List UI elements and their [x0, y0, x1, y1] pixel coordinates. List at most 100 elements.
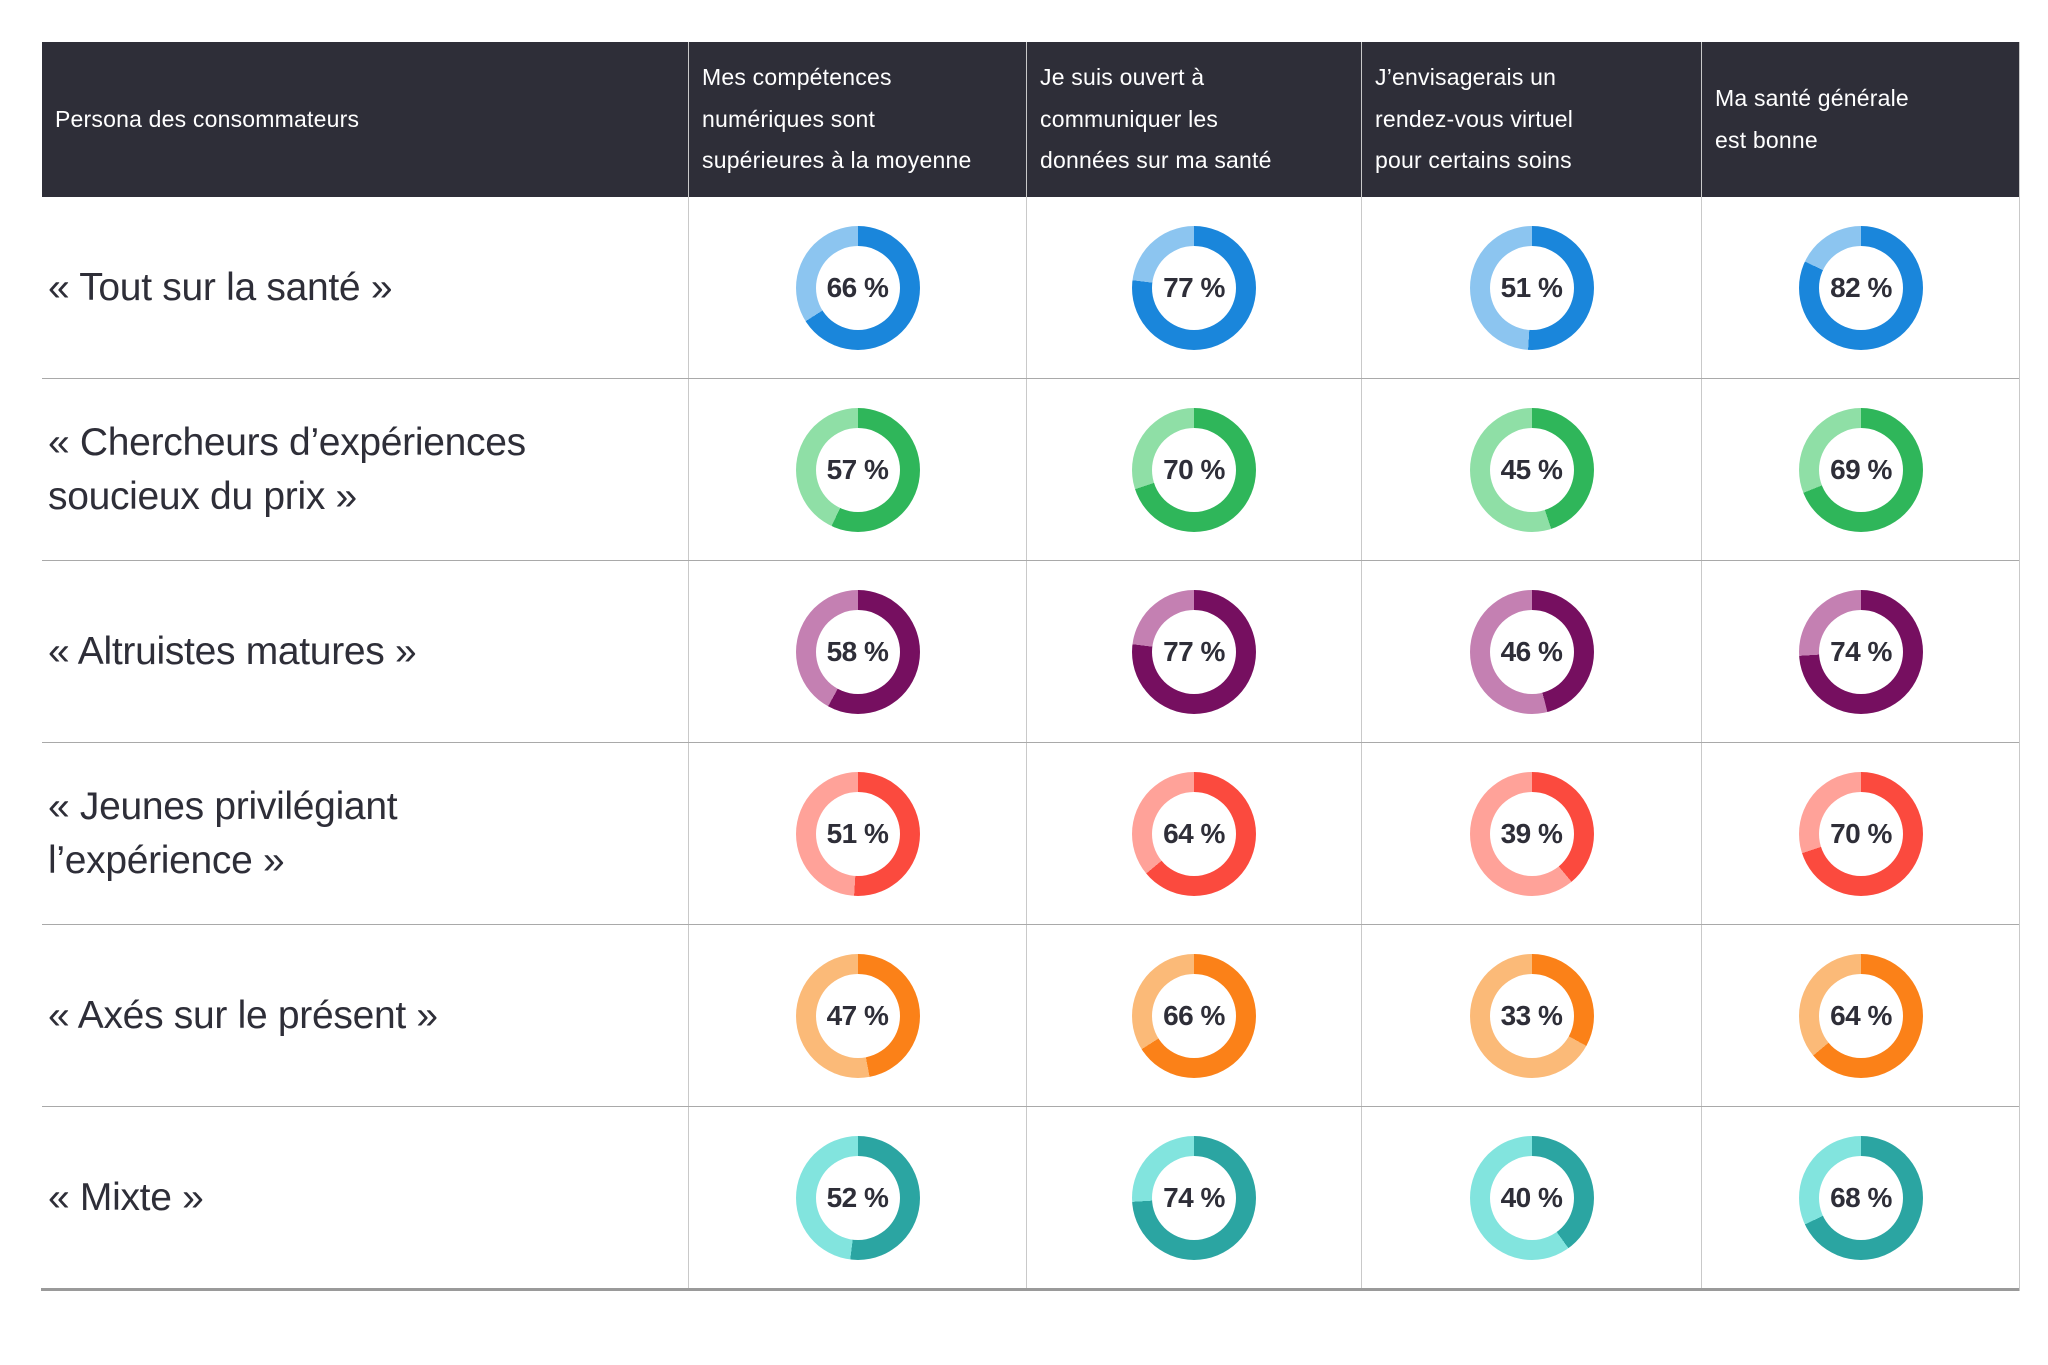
donut-cell: 58 %	[689, 561, 1027, 742]
donut-chart: 77 %	[1132, 225, 1256, 350]
row-label-cell: « Jeunes privilégiant l’expérience »	[42, 743, 689, 924]
donut-value: 77 %	[1163, 271, 1225, 303]
donut-chart: 58 %	[795, 589, 920, 714]
donut-cell: 66 %	[689, 197, 1027, 378]
donut-cell: 74 %	[1702, 561, 2020, 742]
column-header-persona: Persona des consommateurs	[42, 42, 689, 197]
donut-hole: 40 %	[1489, 1155, 1574, 1240]
donut-hole: 68 %	[1819, 1155, 1903, 1240]
donut-chart: 82 %	[1799, 225, 1923, 350]
donut-hole: 47 %	[815, 973, 900, 1058]
donut-hole: 70 %	[1819, 791, 1903, 876]
donut-hole: 57 %	[815, 427, 900, 512]
table-body: « Tout sur la santé » 66 % 77 % 51 % 82 …	[42, 197, 2019, 1288]
donut-chart: 52 %	[795, 1135, 920, 1260]
column-header-metric: J’envisagerais un rendez-vous virtuel po…	[1362, 42, 1702, 197]
donut-value: 51 %	[826, 817, 889, 849]
donut-hole: 46 %	[1489, 609, 1574, 694]
donut-value: 64 %	[1830, 999, 1892, 1031]
donut-hole: 70 %	[1152, 427, 1236, 512]
donut-chart: 66 %	[1132, 953, 1256, 1078]
donut-chart: 51 %	[1469, 225, 1594, 350]
donut-hole: 66 %	[1152, 973, 1236, 1058]
donut-hole: 66 %	[815, 245, 900, 330]
donut-hole: 74 %	[1819, 609, 1903, 694]
table-header-row: Persona des consommateurs Mes compétence…	[42, 42, 2019, 197]
column-header-metric: Ma santé générale est bonne	[1715, 84, 1909, 153]
donut-cell: 40 %	[1362, 1107, 1702, 1288]
row-label-cell: « Axés sur le présent »	[42, 925, 689, 1106]
donut-value: 69 %	[1830, 453, 1892, 485]
donut-value: 70 %	[1163, 453, 1225, 485]
row-label: « Jeunes privilégiant l’expérience »	[48, 784, 398, 882]
donut-chart: 46 %	[1469, 589, 1594, 714]
donut-value: 74 %	[1830, 635, 1892, 667]
donut-cell: 33 %	[1362, 925, 1702, 1106]
row-label-cell: « Altruistes matures »	[42, 561, 689, 742]
row-label: « Chercheurs d’expériences soucieux du p…	[48, 420, 526, 518]
table-row: « Axés sur le présent » 47 % 66 % 33 % 6…	[42, 925, 2019, 1107]
donut-hole: 51 %	[815, 791, 900, 876]
table-row: « Mixte » 52 % 74 % 40 % 68 %	[42, 1107, 2019, 1288]
donut-cell: 46 %	[1362, 561, 1702, 742]
donut-hole: 82 %	[1819, 245, 1903, 330]
donut-chart: 57 %	[795, 407, 920, 532]
donut-value: 39 %	[1500, 817, 1563, 849]
row-label: « Mixte »	[48, 1175, 204, 1219]
donut-chart: 69 %	[1799, 407, 1923, 532]
donut-hole: 52 %	[815, 1155, 900, 1240]
donut-chart: 70 %	[1799, 771, 1923, 896]
donut-value: 70 %	[1830, 817, 1892, 849]
donut-hole: 64 %	[1152, 791, 1236, 876]
donut-chart: 45 %	[1469, 407, 1594, 532]
donut-chart: 70 %	[1132, 407, 1256, 532]
donut-hole: 64 %	[1819, 973, 1903, 1058]
table-row: « Chercheurs d’expériences soucieux du p…	[42, 379, 2019, 561]
table-row: « Tout sur la santé » 66 % 77 % 51 % 82 …	[42, 197, 2019, 379]
donut-value: 82 %	[1830, 271, 1892, 303]
donut-hole: 45 %	[1489, 427, 1574, 512]
donut-chart: 66 %	[795, 225, 920, 350]
donut-hole: 77 %	[1152, 609, 1236, 694]
donut-chart: 33 %	[1469, 953, 1594, 1078]
donut-hole: 39 %	[1489, 791, 1574, 876]
donut-cell: 51 %	[689, 743, 1027, 924]
donut-hole: 77 %	[1152, 245, 1236, 330]
donut-hole: 33 %	[1489, 973, 1574, 1058]
donut-chart: 74 %	[1132, 1135, 1256, 1260]
row-label: « Axés sur le présent »	[48, 993, 438, 1037]
donut-value: 46 %	[1500, 635, 1563, 667]
donut-cell: 68 %	[1702, 1107, 2020, 1288]
donut-chart: 40 %	[1469, 1135, 1594, 1260]
donut-value: 51 %	[1500, 271, 1563, 303]
donut-chart: 74 %	[1799, 589, 1923, 714]
table-row: « Altruistes matures » 58 % 77 % 46 % 74…	[42, 561, 2019, 743]
column-header-metric: Je suis ouvert à communiquer les données…	[1027, 42, 1362, 197]
donut-value: 66 %	[1163, 999, 1225, 1031]
donut-cell: 82 %	[1702, 197, 2020, 378]
donut-hole: 51 %	[1489, 245, 1574, 330]
donut-value: 40 %	[1500, 1181, 1563, 1213]
donut-value: 74 %	[1163, 1181, 1225, 1213]
donut-cell: 74 %	[1027, 1107, 1362, 1288]
donut-value: 47 %	[826, 999, 889, 1031]
donut-chart: 64 %	[1132, 771, 1256, 896]
donut-cell: 57 %	[689, 379, 1027, 560]
donut-value: 33 %	[1500, 999, 1563, 1031]
row-label-cell: « Tout sur la santé »	[42, 197, 689, 378]
donut-value: 77 %	[1163, 635, 1225, 667]
donut-cell: 77 %	[1027, 561, 1362, 742]
donut-value: 66 %	[826, 271, 889, 303]
donut-hole: 69 %	[1819, 427, 1903, 512]
donut-chart: 68 %	[1799, 1135, 1923, 1260]
donut-chart: 51 %	[795, 771, 920, 896]
donut-cell: 45 %	[1362, 379, 1702, 560]
donut-value: 57 %	[826, 453, 889, 485]
donut-chart: 77 %	[1132, 589, 1256, 714]
donut-value: 64 %	[1163, 817, 1225, 849]
donut-value: 45 %	[1500, 453, 1563, 485]
table-row: « Jeunes privilégiant l’expérience » 51 …	[42, 743, 2019, 925]
row-label: « Altruistes matures »	[48, 629, 417, 673]
persona-table: Persona des consommateurs Mes compétence…	[41, 42, 2020, 1291]
donut-value: 58 %	[826, 635, 889, 667]
